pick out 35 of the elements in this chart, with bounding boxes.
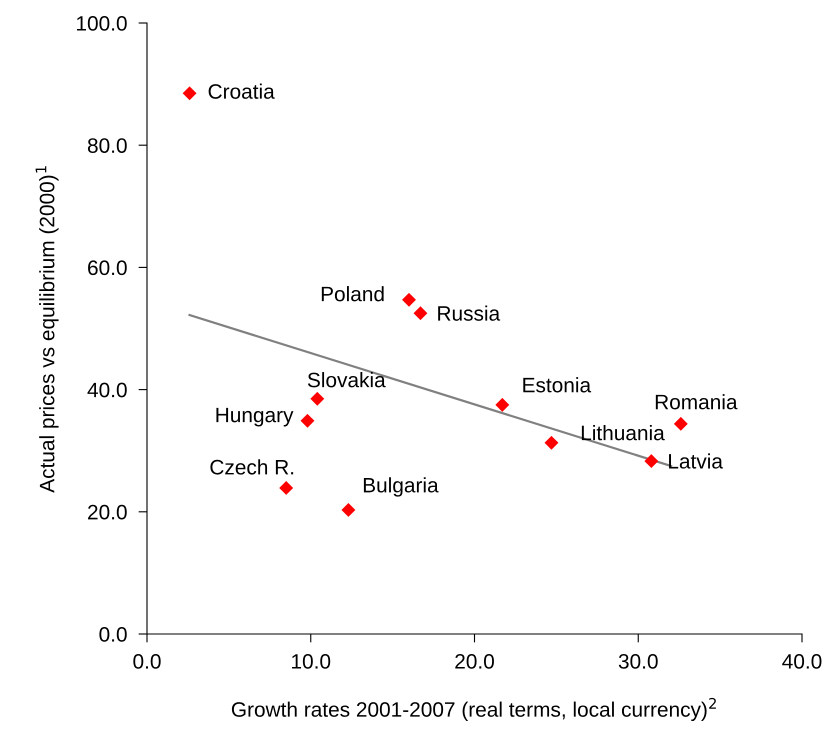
annotation: Poland	[322, 286, 384, 302]
annotation: Croatia	[208, 84, 275, 99]
y-axis-title: Actual prices vs equilibrium (2000)$^{1}$	[36, 166, 59, 493]
point	[414, 306, 428, 320]
point	[279, 481, 294, 495]
x-tick-label: 20.0	[455, 654, 494, 669]
annotation: Hungary	[216, 408, 294, 426]
y-tick-label: 80.0	[88, 138, 127, 153]
y-tick-label: 100.0	[77, 16, 127, 31]
annotation: Bulgaria	[364, 477, 439, 497]
annotation: Russia	[438, 306, 500, 321]
annotation: Romania	[656, 394, 738, 410]
point	[182, 86, 197, 100]
y-tick-label: 40.0	[87, 382, 127, 398]
y-tick-label: 60.0	[88, 260, 127, 276]
annotation: Czech R.	[210, 459, 294, 475]
annotation: Slovakia	[308, 372, 386, 388]
point	[644, 454, 658, 468]
x-axis-title: Growth rates 2001-2007 (real terms, local currency)$^{2}$	[232, 698, 716, 721]
x-tick-label: 30.0	[618, 654, 658, 669]
point	[300, 414, 314, 428]
x-tick-label: 10.0	[292, 654, 330, 669]
annotation: Lithuania	[582, 425, 665, 440]
point	[310, 392, 324, 406]
point	[674, 416, 688, 431]
point	[402, 292, 416, 307]
x-tick-label: 0.0	[133, 654, 161, 669]
y-tick-label: 0.0	[99, 627, 127, 642]
point	[544, 436, 558, 450]
point	[341, 503, 356, 517]
y-tick-label: 20.0	[88, 504, 127, 520]
x-tick-label: 40.0	[782, 654, 822, 669]
annotation: Estonia	[523, 377, 592, 392]
point	[495, 398, 510, 412]
annotation: Latvia	[669, 453, 723, 469]
